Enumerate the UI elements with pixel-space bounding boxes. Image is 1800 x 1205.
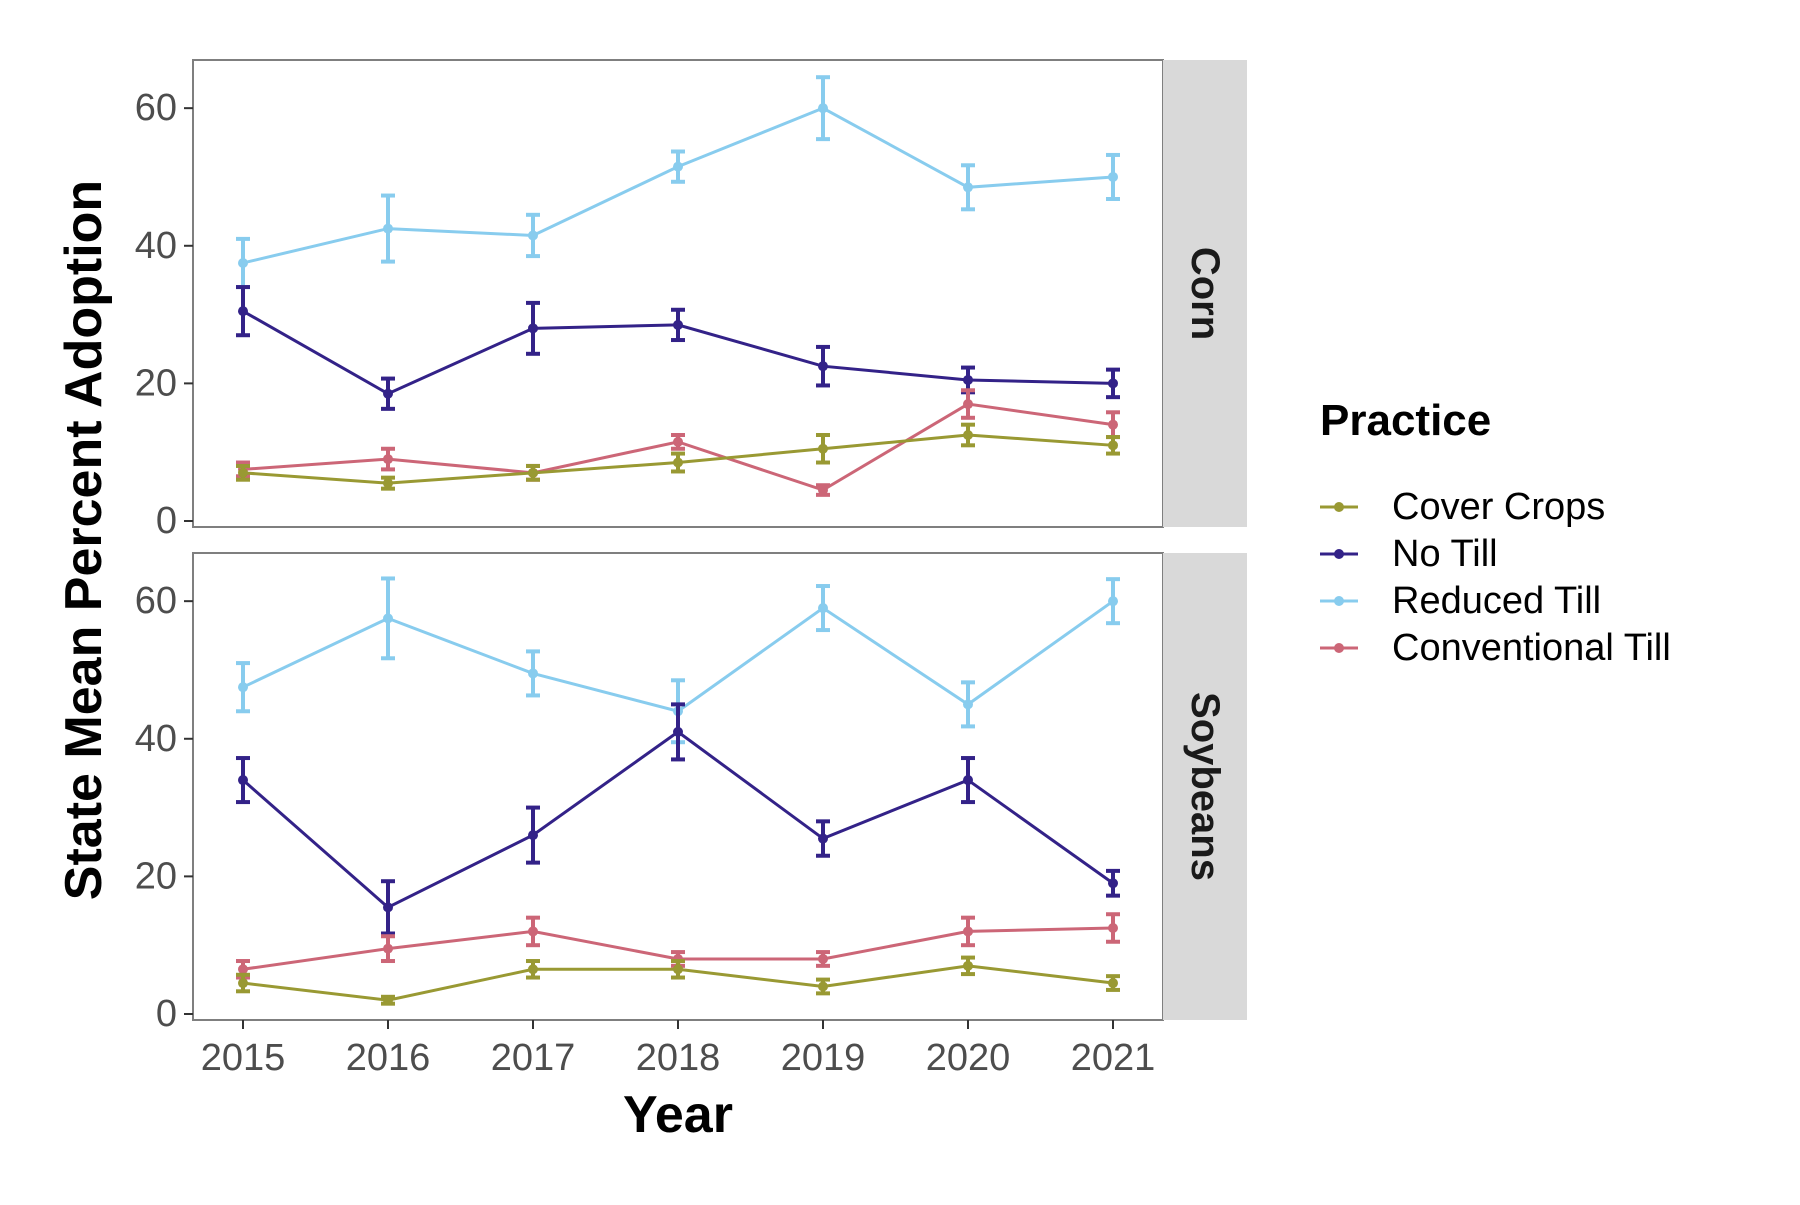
data-point-soybeans-reduced-till-2019 bbox=[818, 603, 828, 614]
data-point-corn-conventional-till-2021 bbox=[1108, 419, 1118, 430]
x-tick-label-2018: 2018 bbox=[636, 1037, 721, 1079]
data-point-corn-cover-crops-2016 bbox=[383, 478, 393, 489]
x-tick-label-2019: 2019 bbox=[781, 1037, 866, 1079]
data-point-soybeans-conventional-till-2017 bbox=[528, 926, 538, 937]
data-point-soybeans-reduced-till-2015 bbox=[238, 682, 248, 693]
y-tick-label-corn-60: 60 bbox=[135, 87, 177, 129]
data-point-soybeans-no-till-2015 bbox=[238, 775, 248, 786]
legend-key-point-conventional-till bbox=[1334, 643, 1344, 653]
data-point-corn-no-till-2015 bbox=[238, 306, 248, 317]
facet-label-soybeans: Soybeans bbox=[1183, 692, 1227, 881]
x-axis-title: Year bbox=[623, 1086, 733, 1144]
data-point-corn-cover-crops-2015 bbox=[238, 467, 248, 478]
legend-title: Practice bbox=[1320, 396, 1491, 445]
data-point-corn-reduced-till-2021 bbox=[1108, 171, 1118, 182]
data-point-corn-cover-crops-2020 bbox=[963, 429, 973, 440]
data-point-soybeans-no-till-2021 bbox=[1108, 878, 1118, 889]
legend-label-cover-crops: Cover Crops bbox=[1392, 486, 1605, 528]
data-point-soybeans-cover-crops-2021 bbox=[1108, 978, 1118, 989]
panel-frame-soybeans bbox=[192, 552, 1164, 1021]
data-point-soybeans-cover-crops-2015 bbox=[238, 978, 248, 989]
x-tick-label-2016: 2016 bbox=[346, 1037, 431, 1079]
data-point-corn-no-till-2018 bbox=[673, 319, 683, 330]
data-point-soybeans-conventional-till-2020 bbox=[963, 926, 973, 937]
data-point-corn-reduced-till-2016 bbox=[383, 223, 393, 234]
facet-strip-soybeans bbox=[1163, 553, 1247, 1020]
data-point-corn-conventional-till-2018 bbox=[673, 436, 683, 447]
data-point-corn-no-till-2016 bbox=[383, 388, 393, 399]
legend-key-point-no-till bbox=[1334, 549, 1344, 559]
data-point-corn-reduced-till-2019 bbox=[818, 103, 828, 114]
y-tick-label-corn-40: 40 bbox=[135, 225, 177, 267]
data-point-corn-conventional-till-2019 bbox=[818, 485, 828, 496]
data-point-corn-reduced-till-2018 bbox=[673, 161, 683, 172]
data-point-soybeans-no-till-2019 bbox=[818, 833, 828, 844]
legend-label-no-till: No Till bbox=[1392, 533, 1498, 575]
data-point-corn-reduced-till-2020 bbox=[963, 182, 973, 193]
data-point-soybeans-reduced-till-2017 bbox=[528, 668, 538, 679]
data-point-soybeans-no-till-2018 bbox=[673, 726, 683, 737]
facet-strip-corn bbox=[1163, 60, 1247, 527]
data-point-soybeans-reduced-till-2021 bbox=[1108, 596, 1118, 607]
data-point-corn-no-till-2019 bbox=[818, 361, 828, 372]
legend-label-conventional-till: Conventional Till bbox=[1392, 627, 1671, 669]
data-point-corn-cover-crops-2019 bbox=[818, 443, 828, 454]
x-tick-label-2020: 2020 bbox=[926, 1037, 1011, 1079]
data-point-soybeans-cover-crops-2018 bbox=[673, 964, 683, 975]
legend-label-reduced-till: Reduced Till bbox=[1392, 580, 1601, 622]
data-point-soybeans-cover-crops-2019 bbox=[818, 981, 828, 992]
data-point-soybeans-cover-crops-2016 bbox=[383, 995, 393, 1006]
data-point-soybeans-cover-crops-2017 bbox=[528, 964, 538, 975]
data-point-soybeans-cover-crops-2020 bbox=[963, 960, 973, 971]
data-point-soybeans-no-till-2016 bbox=[383, 902, 393, 913]
y-tick-label-soybeans-20: 20 bbox=[135, 855, 177, 897]
data-point-corn-no-till-2017 bbox=[528, 323, 538, 334]
data-point-soybeans-conventional-till-2021 bbox=[1108, 922, 1118, 933]
data-point-soybeans-reduced-till-2016 bbox=[383, 613, 393, 624]
data-point-corn-no-till-2021 bbox=[1108, 378, 1118, 389]
data-point-corn-cover-crops-2018 bbox=[673, 457, 683, 468]
data-point-corn-no-till-2020 bbox=[963, 374, 973, 385]
data-point-soybeans-no-till-2017 bbox=[528, 830, 538, 841]
data-point-soybeans-reduced-till-2020 bbox=[963, 699, 973, 710]
data-point-corn-cover-crops-2017 bbox=[528, 467, 538, 478]
data-point-corn-conventional-till-2020 bbox=[963, 399, 973, 410]
y-tick-label-soybeans-60: 60 bbox=[135, 580, 177, 622]
y-tick-label-corn-20: 20 bbox=[135, 362, 177, 404]
x-tick-label-2017: 2017 bbox=[491, 1037, 576, 1079]
y-tick-label-soybeans-40: 40 bbox=[135, 718, 177, 760]
data-point-corn-reduced-till-2015 bbox=[238, 257, 248, 268]
y-axis-title: State Mean Percent Adoption bbox=[55, 180, 113, 900]
data-point-soybeans-conventional-till-2015 bbox=[238, 964, 248, 975]
legend-key-point-cover-crops bbox=[1334, 502, 1344, 512]
x-tick-label-2015: 2015 bbox=[201, 1037, 286, 1079]
data-point-corn-cover-crops-2021 bbox=[1108, 440, 1118, 451]
y-tick-label-corn-0: 0 bbox=[156, 500, 177, 542]
y-tick-label-soybeans-0: 0 bbox=[156, 993, 177, 1035]
data-point-corn-conventional-till-2016 bbox=[383, 454, 393, 465]
data-point-soybeans-conventional-till-2019 bbox=[818, 953, 828, 964]
legend-key-point-reduced-till bbox=[1334, 596, 1344, 606]
data-point-soybeans-no-till-2020 bbox=[963, 775, 973, 786]
data-point-soybeans-conventional-till-2016 bbox=[383, 943, 393, 954]
data-point-corn-reduced-till-2017 bbox=[528, 230, 538, 241]
facet-label-corn: Corn bbox=[1183, 247, 1227, 340]
x-tick-label-2021: 2021 bbox=[1071, 1037, 1156, 1079]
